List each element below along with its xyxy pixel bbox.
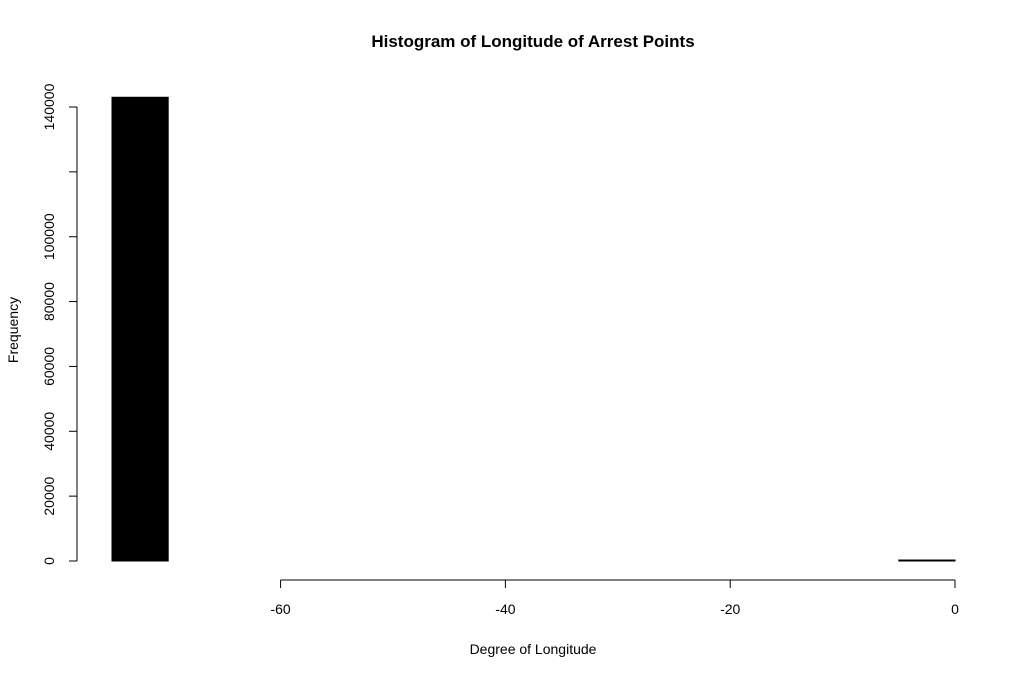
- y-tick-label: 60000: [41, 347, 57, 386]
- y-tick-label: 80000: [41, 282, 57, 321]
- y-axis-label: Frequency: [5, 297, 21, 363]
- chart-title: Histogram of Longitude of Arrest Points: [371, 32, 694, 51]
- x-tick-label: 0: [951, 601, 959, 617]
- y-tick-label: 140000: [41, 83, 57, 130]
- bars-group: [111, 96, 956, 562]
- y-tick-label: 40000: [41, 412, 57, 451]
- x-axis: -60 -40 -20 0: [270, 579, 959, 617]
- y-tick-label: 0: [41, 557, 57, 565]
- y-tick-label: 100000: [41, 213, 57, 260]
- histogram-bar: [898, 559, 956, 562]
- x-tick-label: -20: [720, 601, 740, 617]
- x-tick-label: -40: [495, 601, 515, 617]
- y-tick-label: 20000: [41, 476, 57, 515]
- x-axis-label: Degree of Longitude: [470, 641, 597, 657]
- y-axis: 0 20000 40000 60000 80000 100000 140000: [41, 83, 78, 565]
- x-tick-label: -60: [270, 601, 290, 617]
- histogram-bar: [111, 96, 169, 562]
